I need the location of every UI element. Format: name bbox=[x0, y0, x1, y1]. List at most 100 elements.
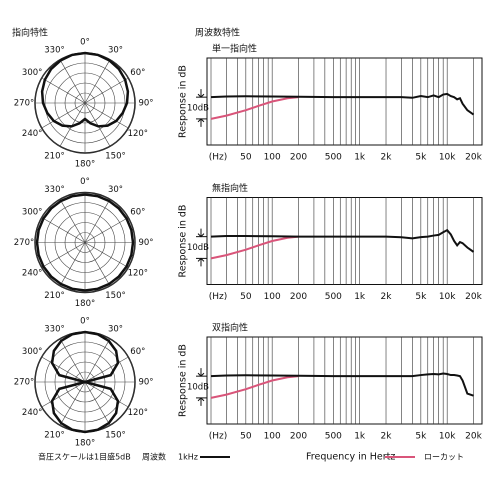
angle-label: 90° bbox=[138, 238, 153, 248]
x-tick-label: (Hz) bbox=[209, 432, 228, 442]
polar-spoke bbox=[84, 381, 129, 408]
angle-label: 30° bbox=[108, 185, 123, 195]
polar-spoke bbox=[59, 338, 86, 383]
scale-arrow bbox=[197, 89, 205, 127]
polar-spoke bbox=[84, 77, 129, 104]
polar-pattern bbox=[40, 51, 130, 128]
polar-spoke bbox=[84, 338, 111, 383]
freq-label: 周波数 bbox=[142, 452, 166, 462]
angle-label: 180° bbox=[75, 439, 95, 449]
angle-label: 300° bbox=[22, 68, 42, 78]
polar-heading: 指向特性 bbox=[12, 27, 48, 39]
x-tick-label: 20k bbox=[465, 432, 482, 442]
y-axis-label: Response in dB bbox=[178, 65, 189, 138]
plot-frame bbox=[206, 197, 483, 285]
x-tick-label: 5k bbox=[415, 153, 427, 163]
angle-label: 210° bbox=[44, 151, 64, 161]
polar-spoke bbox=[84, 199, 111, 243]
polar-spoke bbox=[84, 59, 111, 104]
x-tick-label: 500 bbox=[325, 153, 342, 163]
frequency-heading: 周波数特性 bbox=[195, 27, 240, 39]
response-line bbox=[210, 92, 475, 116]
x-tick-label: 1k bbox=[354, 432, 366, 442]
angle-label: 150° bbox=[105, 291, 125, 301]
x-tick-label: 20k bbox=[465, 153, 482, 163]
x-tick-label: 200 bbox=[290, 153, 307, 163]
angle-label: 90° bbox=[138, 378, 153, 388]
polar-spoke bbox=[84, 242, 129, 268]
scale-label: 10dB bbox=[187, 383, 209, 393]
polar-spoke bbox=[41, 381, 86, 408]
response-line bbox=[210, 372, 474, 397]
x-tick-label: 50 bbox=[240, 432, 252, 442]
x-tick-label: 1k bbox=[354, 292, 366, 302]
angle-label: 60° bbox=[130, 208, 145, 218]
x-tick-label: 2k bbox=[381, 432, 393, 442]
x-tick-label: 5k bbox=[415, 292, 427, 302]
angle-label: 330° bbox=[44, 46, 64, 56]
angle-label: 270° bbox=[14, 378, 34, 388]
x-tick-label: 500 bbox=[325, 432, 342, 442]
response-line bbox=[210, 228, 475, 253]
polar-spoke bbox=[84, 217, 129, 243]
x-axis-label: Frequency in Hertz bbox=[306, 452, 395, 463]
angle-label: 150° bbox=[105, 430, 125, 440]
angle-label: 120° bbox=[128, 408, 148, 418]
scale-note: 音圧スケールは1目盛5dB bbox=[38, 452, 131, 462]
y-axis-label: Response in dB bbox=[178, 205, 189, 278]
scale-label: 10dB bbox=[187, 243, 209, 253]
angle-label: 0° bbox=[80, 38, 90, 48]
angle-label: 60° bbox=[130, 347, 145, 357]
angle-label: 210° bbox=[44, 291, 64, 301]
angle-label: 330° bbox=[44, 185, 64, 195]
angle-label: 0° bbox=[80, 317, 90, 327]
angle-label: 300° bbox=[22, 208, 42, 218]
polar-pattern bbox=[35, 193, 135, 292]
angle-label: 120° bbox=[128, 129, 148, 139]
polar-spoke bbox=[84, 242, 111, 286]
x-tick-label: 50 bbox=[240, 292, 252, 302]
x-tick-label: 10k bbox=[439, 432, 456, 442]
response-line bbox=[210, 96, 299, 120]
angle-label: 180° bbox=[75, 299, 95, 309]
x-tick-label: 200 bbox=[290, 432, 307, 442]
x-tick-label: (Hz) bbox=[209, 153, 228, 163]
x-tick-label: 2k bbox=[381, 153, 393, 163]
x-tick-label: (Hz) bbox=[209, 292, 228, 302]
response-line bbox=[210, 235, 299, 260]
angle-label: 330° bbox=[44, 325, 64, 335]
polar-spoke bbox=[41, 217, 86, 243]
x-tick-label: 100 bbox=[264, 292, 281, 302]
polar-spoke bbox=[41, 242, 86, 268]
polar-spoke bbox=[84, 381, 111, 426]
x-tick-label: 200 bbox=[290, 292, 307, 302]
polar-pattern bbox=[50, 330, 120, 434]
polar-spoke bbox=[59, 59, 86, 104]
polar-spoke bbox=[84, 356, 129, 383]
x-tick-label: 2k bbox=[381, 292, 393, 302]
x-tick-label: 100 bbox=[264, 153, 281, 163]
angle-label: 0° bbox=[80, 177, 90, 187]
polar-spoke bbox=[41, 77, 86, 104]
angle-label: 150° bbox=[105, 151, 125, 161]
polar-spoke bbox=[41, 356, 86, 383]
polar-spoke bbox=[59, 242, 86, 286]
x-tick-label: 50 bbox=[240, 153, 252, 163]
polar-spoke bbox=[41, 102, 86, 129]
x-tick-label: 100 bbox=[264, 432, 281, 442]
angle-label: 270° bbox=[14, 238, 34, 248]
legend-label: 1kHz bbox=[178, 453, 198, 462]
angle-label: 210° bbox=[44, 430, 64, 440]
angle-label: 30° bbox=[108, 325, 123, 335]
plot-frame bbox=[206, 336, 483, 425]
scale-label: 10dB bbox=[187, 104, 209, 114]
x-tick-label: 5k bbox=[415, 432, 427, 442]
polar-spoke bbox=[84, 102, 111, 147]
polar-spoke bbox=[59, 102, 86, 147]
angle-label: 300° bbox=[22, 347, 42, 357]
angle-label: 270° bbox=[14, 99, 34, 109]
polar-spoke bbox=[59, 381, 86, 426]
angle-label: 60° bbox=[130, 68, 145, 78]
x-tick-label: 20k bbox=[465, 292, 482, 302]
